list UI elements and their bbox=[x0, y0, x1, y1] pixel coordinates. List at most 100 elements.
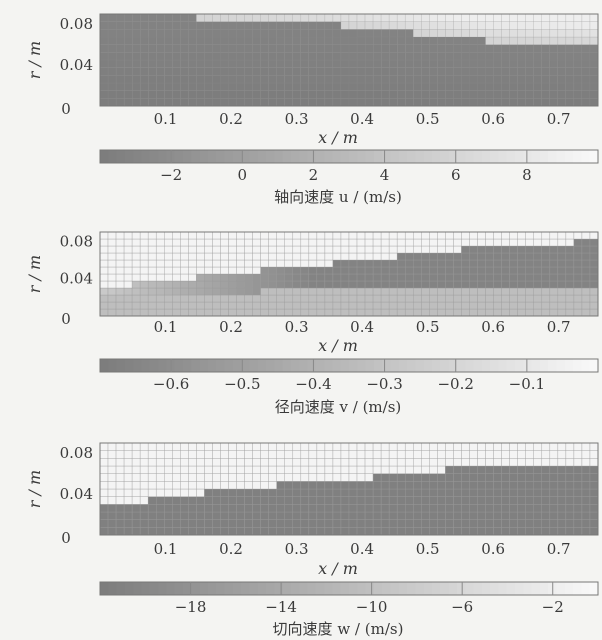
field-cell bbox=[565, 473, 575, 482]
field-cell bbox=[123, 496, 133, 505]
x-tick-label: 0.4 bbox=[350, 318, 374, 336]
field-cell bbox=[220, 308, 229, 317]
field-cell bbox=[316, 488, 326, 497]
field-cell bbox=[533, 287, 543, 296]
field-cell bbox=[429, 450, 438, 459]
field-cell bbox=[477, 519, 486, 528]
field-cell bbox=[509, 465, 518, 474]
field-cell bbox=[196, 511, 205, 520]
field-cell bbox=[557, 21, 567, 30]
field-cell bbox=[107, 52, 117, 61]
field-cell bbox=[292, 488, 302, 497]
field-cell bbox=[557, 465, 567, 474]
field-cell bbox=[236, 308, 245, 317]
field-cell bbox=[180, 44, 189, 53]
field-cell bbox=[196, 287, 205, 296]
colorbar-segment bbox=[340, 582, 350, 595]
field-cell bbox=[300, 442, 310, 451]
colorbar-segment bbox=[108, 150, 117, 163]
field-cell bbox=[236, 52, 245, 61]
field-cell bbox=[549, 473, 559, 482]
field-cell bbox=[228, 308, 237, 317]
field-cell bbox=[388, 259, 398, 268]
field-cell bbox=[565, 238, 575, 247]
colorbar-segment bbox=[257, 359, 267, 372]
field-cell bbox=[107, 90, 117, 99]
field-cell bbox=[364, 98, 374, 107]
field-cell bbox=[332, 442, 342, 451]
colorbar-segment bbox=[349, 582, 358, 595]
field-cell bbox=[493, 481, 502, 490]
field-cell bbox=[429, 308, 438, 317]
field-cell bbox=[493, 67, 502, 76]
field-cell bbox=[549, 238, 559, 247]
field-cell bbox=[517, 59, 526, 68]
field-cell bbox=[413, 308, 422, 317]
field-cell bbox=[180, 519, 189, 528]
field-cell bbox=[461, 519, 470, 528]
field-cell bbox=[188, 481, 197, 490]
field-cell bbox=[404, 308, 414, 317]
field-cell bbox=[525, 458, 534, 467]
field-cell bbox=[380, 442, 390, 451]
field-cell bbox=[196, 52, 205, 61]
field-cell bbox=[589, 75, 599, 84]
field-cell bbox=[236, 442, 245, 451]
colorbar-segment bbox=[116, 359, 126, 372]
colorbar-segment bbox=[481, 582, 491, 595]
field-cell bbox=[300, 90, 310, 99]
field-cell bbox=[364, 481, 374, 490]
colorbar-segment bbox=[523, 359, 532, 372]
field-cell bbox=[404, 442, 414, 451]
y-tick-label: 0.04 bbox=[60, 485, 93, 503]
field-cell bbox=[396, 496, 406, 505]
field-cell bbox=[332, 488, 342, 497]
field-cell bbox=[268, 301, 277, 310]
field-cell bbox=[445, 90, 454, 99]
field-cell bbox=[541, 59, 551, 68]
field-cell bbox=[139, 52, 149, 61]
field-cell bbox=[284, 252, 294, 261]
field-cell bbox=[445, 238, 454, 247]
field-cell bbox=[332, 301, 342, 310]
field-cell bbox=[501, 75, 510, 84]
field-cell bbox=[332, 473, 342, 482]
field-cell bbox=[589, 29, 599, 38]
field-cell bbox=[228, 252, 237, 261]
field-cell bbox=[356, 259, 366, 268]
field-cell bbox=[421, 488, 430, 497]
field-cell bbox=[501, 36, 510, 45]
field-cell bbox=[509, 504, 518, 513]
field-cell bbox=[356, 67, 366, 76]
field-cell bbox=[180, 511, 189, 520]
field-cell bbox=[445, 308, 454, 317]
field-cell bbox=[388, 252, 398, 261]
field-cell bbox=[533, 511, 543, 520]
field-cell bbox=[429, 465, 438, 474]
field-cell bbox=[413, 488, 422, 497]
field-cell bbox=[308, 21, 318, 30]
field-cell bbox=[131, 294, 141, 303]
field-cell bbox=[164, 287, 173, 296]
field-cell bbox=[549, 266, 559, 275]
field-cell bbox=[316, 504, 326, 513]
field-cell bbox=[573, 13, 583, 22]
field-cell bbox=[147, 294, 157, 303]
field-cell bbox=[268, 36, 277, 45]
field-cell bbox=[236, 488, 245, 497]
field-cell bbox=[228, 481, 237, 490]
field-cell bbox=[396, 511, 406, 520]
field-cell bbox=[356, 473, 366, 482]
field-cell bbox=[493, 98, 502, 107]
field-cell bbox=[252, 52, 261, 61]
field-cell bbox=[196, 504, 205, 513]
field-cell bbox=[147, 29, 157, 38]
field-cell bbox=[212, 13, 221, 22]
colorbar-segment bbox=[315, 150, 325, 163]
field-cell bbox=[533, 496, 543, 505]
field-cell bbox=[131, 287, 141, 296]
field-cell bbox=[147, 67, 157, 76]
field-cell bbox=[581, 75, 591, 84]
field-cell bbox=[509, 280, 518, 289]
field-cell bbox=[244, 287, 253, 296]
